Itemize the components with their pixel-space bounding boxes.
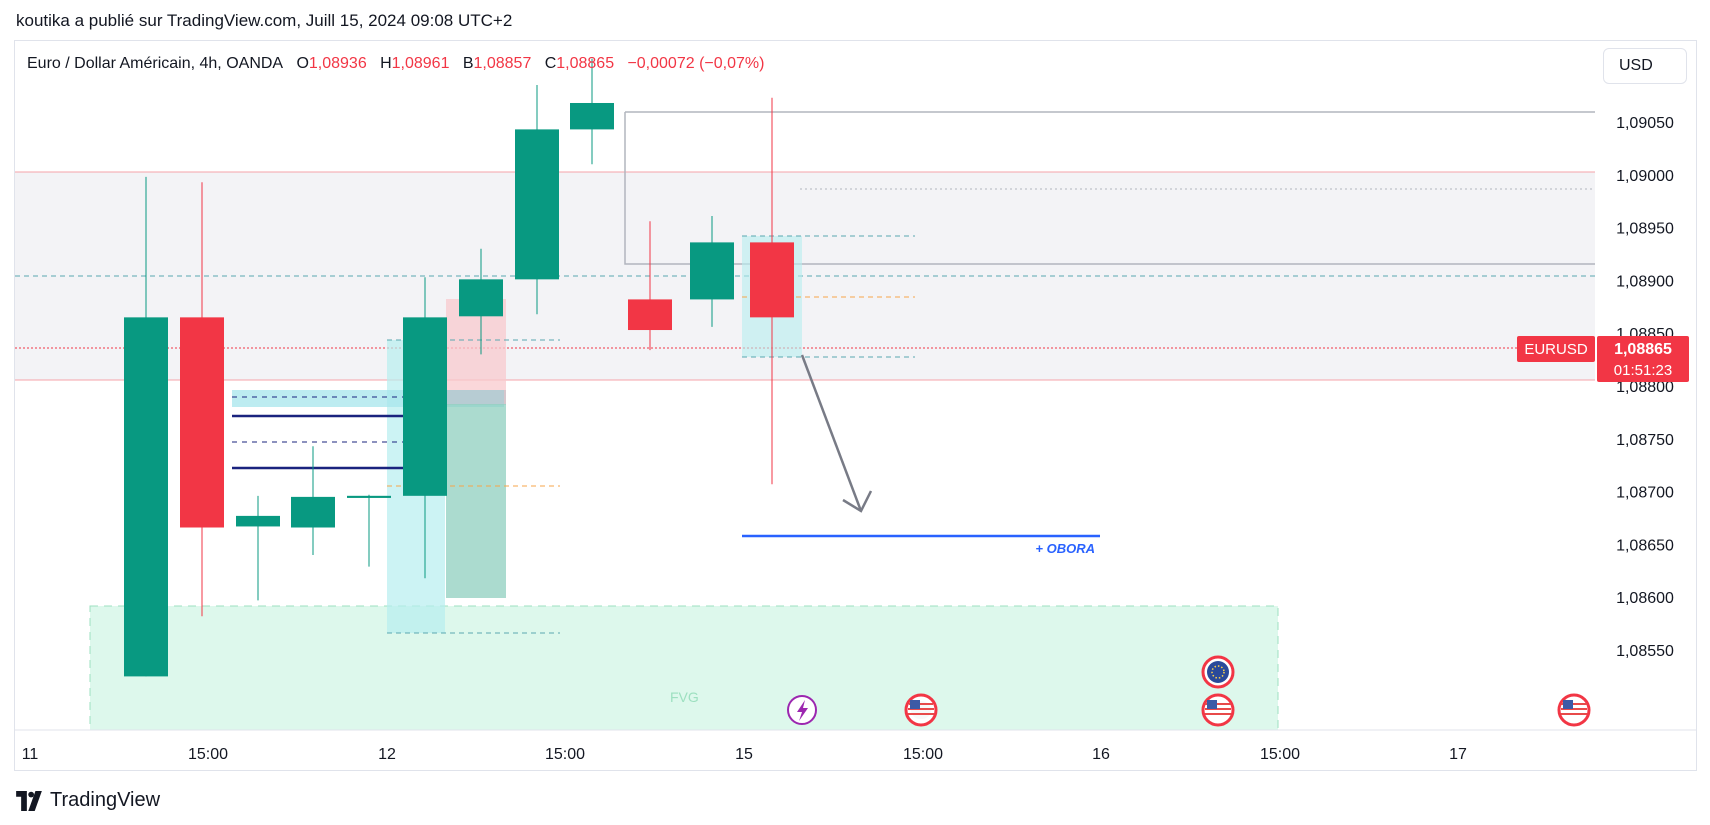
candle[interactable] xyxy=(347,494,391,567)
fvg-zone xyxy=(89,605,1279,731)
candle-body xyxy=(347,495,391,498)
candle[interactable] xyxy=(124,176,168,677)
time-tick-label: 11 xyxy=(22,746,39,763)
legend-low-label: B xyxy=(462,55,474,72)
candle[interactable] xyxy=(236,495,280,601)
price-tick-label: 1,08900 xyxy=(1616,273,1674,290)
flash-event-icon[interactable] xyxy=(787,695,817,725)
legend-change: −0,00072 (−0,07%) xyxy=(627,55,765,72)
candle-body xyxy=(570,102,614,130)
legend-open-label: O xyxy=(296,55,309,72)
fvg-label: FVG xyxy=(670,689,699,705)
price-tick-label: 1,08650 xyxy=(1616,537,1674,554)
legend-close-label: C xyxy=(544,55,557,72)
price-tick-label: 1,08750 xyxy=(1616,432,1674,449)
brand-name: TradingView xyxy=(50,789,161,811)
chart-frame[interactable] xyxy=(14,40,1697,771)
candle[interactable] xyxy=(291,446,335,555)
ticker-badge-text: EURUSD xyxy=(1524,341,1588,358)
us-flag-icon[interactable] xyxy=(904,693,938,727)
legend-symbol: Euro / Dollar Américain, 4h, OANDA xyxy=(27,55,284,72)
price-tick-label: 1,08800 xyxy=(1616,379,1674,396)
legend-high-value: 1,08961 xyxy=(391,55,450,72)
candle-body xyxy=(403,317,447,496)
legend-open-value: 1,08936 xyxy=(308,55,367,72)
price-tick-label: 1,08600 xyxy=(1616,590,1674,607)
candles-layer xyxy=(124,58,794,677)
ticker-badge: EURUSD xyxy=(1517,336,1595,362)
grey-band xyxy=(446,390,506,405)
candle[interactable] xyxy=(403,277,447,579)
price-badge: 1,08865 01:51:23 xyxy=(1597,336,1689,382)
us-flag-icon[interactable] xyxy=(1557,693,1591,727)
candle-body xyxy=(750,242,794,318)
candle[interactable] xyxy=(459,248,503,355)
time-tick-label: 15:00 xyxy=(545,746,585,763)
high-range-box-side xyxy=(624,112,1595,265)
pink-zone xyxy=(446,299,506,404)
candle-body xyxy=(236,515,280,527)
time-tick-label: 15:00 xyxy=(188,746,228,763)
candle-body xyxy=(459,279,503,317)
time-tick-label: 17 xyxy=(1449,746,1467,763)
time-tick-label: 15 xyxy=(735,746,753,763)
us-flag-icon[interactable] xyxy=(1201,693,1235,727)
publisher-attribution: koutika a publié sur TradingView.com, Ju… xyxy=(16,11,513,30)
time-tick-label: 16 xyxy=(1092,746,1110,763)
candle-body xyxy=(180,317,224,528)
price-tick-label: 1,09050 xyxy=(1616,115,1674,132)
candle[interactable] xyxy=(180,182,224,617)
eu-flag-icon[interactable] xyxy=(1201,655,1235,689)
legend-high-label: H xyxy=(380,55,392,72)
time-tick-label: 12 xyxy=(378,746,396,763)
tradingview-logo-icon xyxy=(16,790,42,811)
green-order-block xyxy=(446,404,506,598)
time-tick-label: 15:00 xyxy=(903,746,943,763)
target-label: + OBORA xyxy=(1035,541,1095,556)
price-badge-countdown: 01:51:23 xyxy=(1614,362,1672,379)
legend-close-value: 1,08865 xyxy=(556,55,615,72)
candle[interactable] xyxy=(750,97,794,485)
price-tick-label: 1,08700 xyxy=(1616,485,1674,502)
candle-body xyxy=(690,242,734,300)
drawing-layer xyxy=(15,111,1595,731)
candle[interactable] xyxy=(515,85,559,315)
price-badge-value: 1,08865 xyxy=(1614,341,1672,358)
candle-body xyxy=(628,299,672,331)
candle[interactable] xyxy=(690,215,734,327)
projection-arrow-head xyxy=(842,490,873,513)
candle[interactable] xyxy=(628,221,672,351)
time-tick-label: 15:00 xyxy=(1260,746,1300,763)
price-tick-label: 1,08950 xyxy=(1616,221,1674,238)
candle-body xyxy=(124,317,168,677)
time-axis: 11 15:00 12 15:00 15 15:00 16 15:00 17 xyxy=(22,746,1467,763)
price-axis: 1,090501,090001,089501,089001,088501,088… xyxy=(1616,115,1674,660)
symbol-legend: Euro / Dollar Américain, 4h, OANDA O1,08… xyxy=(27,55,764,73)
legend-low-value: 1,08857 xyxy=(473,55,532,72)
currency-button[interactable]: USD xyxy=(1603,48,1687,84)
candle-body xyxy=(515,129,559,280)
candle-body xyxy=(291,496,335,528)
price-tick-label: 1,08550 xyxy=(1616,643,1674,660)
candle[interactable] xyxy=(570,58,614,165)
tradingview-brand[interactable]: TradingView xyxy=(14,789,160,812)
projection-arrow xyxy=(800,354,863,512)
price-tick-label: 1,09000 xyxy=(1616,168,1674,185)
